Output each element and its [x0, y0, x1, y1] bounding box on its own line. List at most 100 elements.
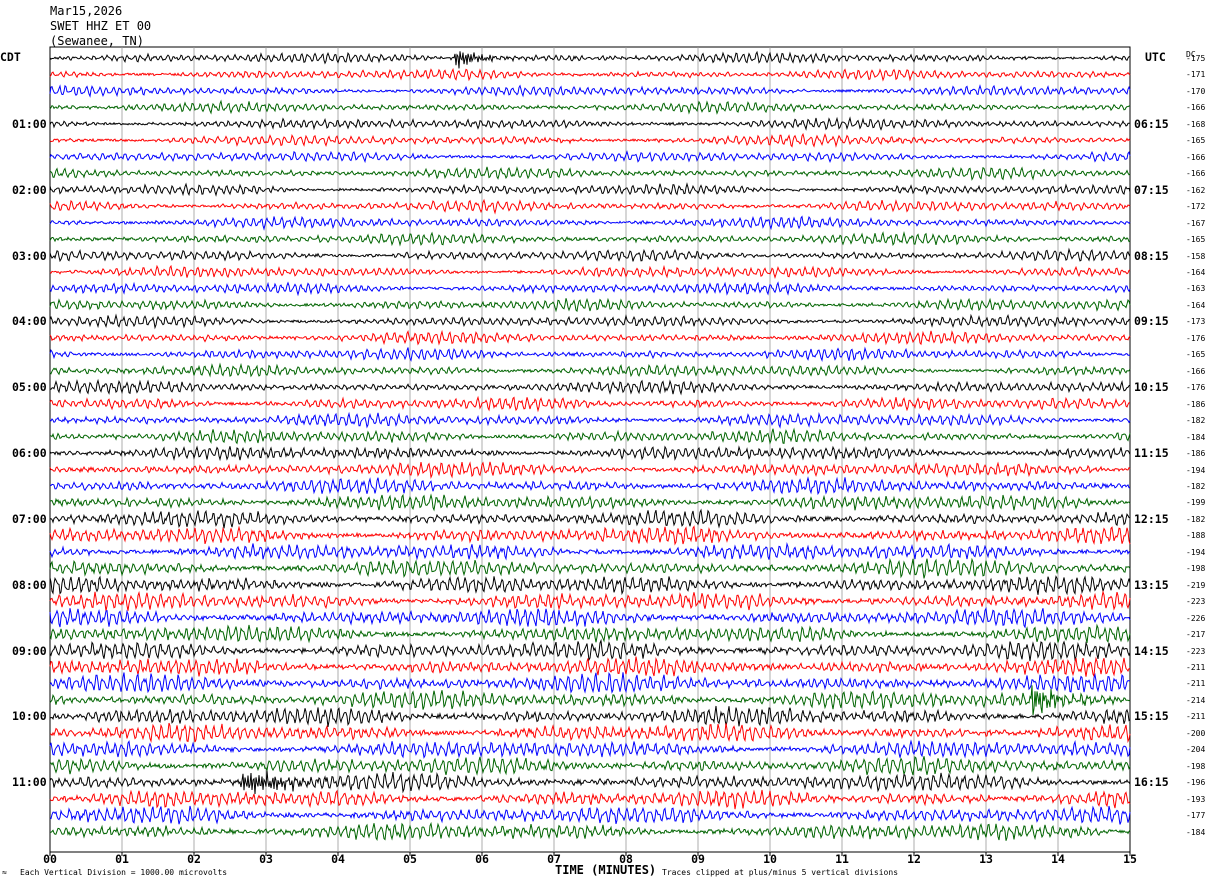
- seismic-trace-12: [49, 247, 1131, 263]
- dc-offset-value: -200: [1186, 728, 1206, 738]
- utc-hour-label: 13:15: [1134, 577, 1169, 592]
- seismic-trace-31: [49, 557, 1131, 579]
- seismic-trace-8: [49, 182, 1131, 197]
- seismic-trace-7: [49, 166, 1131, 181]
- x-tick-label: 01: [115, 852, 129, 866]
- dc-offset-value: -184: [1186, 432, 1206, 442]
- dc-offset-value: -172: [1186, 202, 1206, 212]
- dc-offset-value: -198: [1186, 761, 1206, 771]
- dc-offset-value: -166: [1186, 103, 1206, 113]
- dc-offset-value: -182: [1186, 514, 1206, 524]
- seismic-trace-39: [49, 685, 1131, 716]
- x-tick-label: 02: [187, 852, 201, 866]
- dc-offset-value: -194: [1186, 465, 1206, 475]
- cdt-hour-label: 11:00: [12, 775, 47, 790]
- seismic-trace-33: [49, 590, 1131, 611]
- x-tick-label: 11: [835, 852, 849, 866]
- dc-offset-value: -167: [1186, 218, 1206, 228]
- utc-hour-label: 15:15: [1134, 709, 1169, 724]
- utc-hour-label: 07:15: [1134, 182, 1169, 197]
- dc-offset-value: -204: [1186, 745, 1206, 755]
- dc-offset-value: -173: [1186, 317, 1206, 327]
- x-tick-label: 15: [1123, 852, 1137, 866]
- seismic-trace-10: [49, 215, 1131, 231]
- dc-offset-value: -188: [1186, 531, 1206, 541]
- utc-hour-label: 10:15: [1134, 380, 1169, 395]
- dc-offset-value: -165: [1186, 350, 1206, 360]
- seismic-trace-17: [49, 329, 1131, 346]
- x-tick-label: 10: [763, 852, 777, 866]
- seismic-trace-25: [49, 461, 1131, 480]
- utc-hour-label: 12:15: [1134, 511, 1169, 526]
- dc-offset-value: -165: [1186, 136, 1206, 146]
- dc-offset-value: -158: [1186, 251, 1206, 261]
- dc-offset-value: -211: [1186, 712, 1206, 722]
- footer-clip-note: Traces clipped at plus/minus 5 vertical …: [662, 868, 899, 877]
- dc-offset-value: -193: [1186, 794, 1206, 804]
- utc-hour-label: 08:15: [1134, 248, 1169, 263]
- seismic-trace-0: [49, 50, 1131, 69]
- plot-date: Mar15,2026: [50, 4, 123, 18]
- seismic-trace-5: [49, 132, 1131, 148]
- seismic-trace-32: [49, 575, 1131, 596]
- seismic-trace-21: [49, 395, 1130, 413]
- utc-hour-label: 16:15: [1134, 775, 1169, 790]
- dc-offset-value: -166: [1186, 169, 1206, 179]
- dc-offset-value: -176: [1186, 383, 1206, 393]
- seismic-trace-15: [49, 297, 1131, 313]
- dc-offset-value: -170: [1186, 86, 1206, 96]
- seismic-trace-41: [49, 722, 1131, 744]
- seismic-trace-30: [49, 542, 1131, 561]
- cdt-hour-label: 08:00: [12, 577, 47, 592]
- x-tick-label: 09: [691, 852, 705, 866]
- cdt-hour-label: 01:00: [12, 116, 47, 131]
- seismic-trace-43: [49, 756, 1131, 776]
- x-axis-title: TIME (MINUTES): [555, 863, 657, 877]
- x-tick-label: 12: [907, 852, 921, 866]
- x-tick-label: 13: [979, 852, 993, 866]
- dc-offset-value: -166: [1186, 152, 1206, 162]
- seismic-trace-3: [49, 99, 1131, 115]
- seismic-trace-47: [49, 821, 1131, 842]
- x-tick-label: 03: [259, 852, 273, 866]
- seismic-trace-22: [49, 411, 1131, 429]
- seismic-trace-29: [49, 525, 1131, 546]
- dc-offset-value: -211: [1186, 663, 1206, 673]
- seismic-trace-37: [49, 656, 1131, 678]
- seismic-trace-45: [49, 789, 1131, 810]
- plot-frame: [49, 46, 1131, 853]
- x-tick-label: 06: [475, 852, 489, 866]
- station-code: SWET HHZ ET 00: [50, 19, 152, 33]
- dc-offset-value: -182: [1186, 481, 1206, 491]
- station-location: (Sewanee, TN): [50, 34, 144, 48]
- seismic-trace-9: [49, 198, 1131, 215]
- seismic-trace-14: [49, 281, 1131, 297]
- dc-column-header: DC: [1186, 50, 1196, 59]
- seismic-trace-4: [49, 116, 1131, 131]
- seismic-trace-46: [49, 805, 1131, 825]
- seismic-trace-42: [49, 739, 1131, 759]
- seismic-trace-44: [49, 770, 1131, 795]
- seismic-trace-35: [49, 623, 1131, 644]
- footer-mark: ≈: [2, 868, 7, 877]
- dc-offset-value: -164: [1186, 300, 1206, 310]
- seismic-trace-23: [49, 427, 1131, 445]
- seismic-trace-18: [49, 346, 1131, 363]
- dc-offset-value: -196: [1186, 778, 1206, 788]
- seismic-trace-16: [49, 313, 1131, 330]
- cdt-hour-label: 07:00: [12, 511, 47, 526]
- dc-offset-value: -175: [1186, 54, 1206, 63]
- seismic-trace-28: [49, 508, 1131, 529]
- cdt-hour-label: 10:00: [12, 709, 47, 724]
- seismic-trace-26: [49, 476, 1131, 496]
- dc-offset-value: -226: [1186, 613, 1206, 623]
- dc-offset-value: -186: [1186, 449, 1206, 459]
- dc-offset-value: -211: [1186, 679, 1206, 689]
- cdt-hour-label: 06:00: [12, 446, 47, 461]
- utc-hour-label: 09:15: [1134, 314, 1169, 329]
- seismic-trace-13: [49, 264, 1131, 279]
- dc-offset-value: -194: [1186, 547, 1206, 557]
- dc-offset-value: -177: [1186, 811, 1206, 821]
- dc-offset-value: -176: [1186, 333, 1206, 343]
